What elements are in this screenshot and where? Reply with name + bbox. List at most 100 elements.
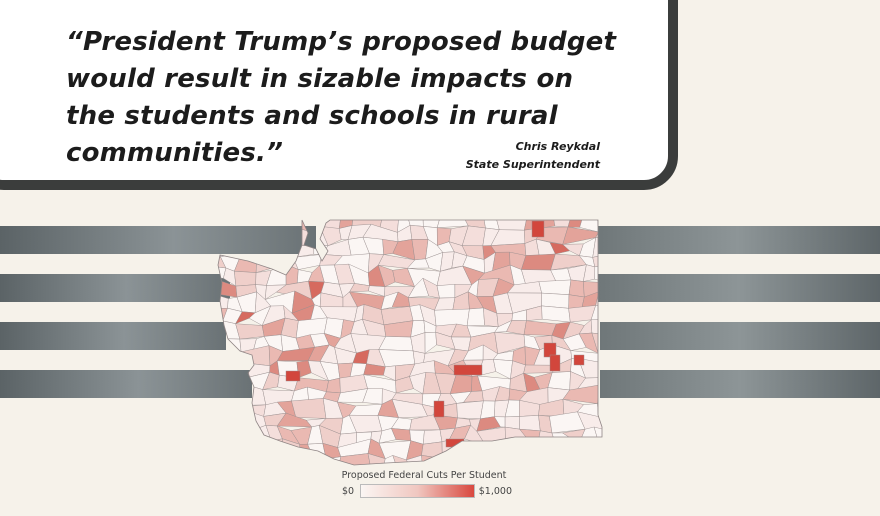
school-district[interactable]	[547, 438, 573, 462]
school-district[interactable]	[305, 454, 328, 470]
school-district[interactable]	[210, 318, 226, 340]
school-district[interactable]	[219, 226, 238, 242]
school-district[interactable]	[210, 359, 228, 379]
school-district[interactable]	[282, 459, 301, 470]
school-district[interactable]	[577, 453, 600, 470]
school-district[interactable]	[599, 360, 610, 379]
school-district[interactable]	[210, 265, 227, 279]
school-district[interactable]	[577, 439, 610, 462]
school-district[interactable]	[210, 404, 226, 414]
school-district-high[interactable]	[453, 364, 483, 376]
school-district[interactable]	[521, 253, 556, 271]
school-district[interactable]	[561, 428, 586, 447]
school-district[interactable]	[237, 361, 250, 378]
school-district[interactable]	[568, 279, 585, 298]
school-district[interactable]	[539, 455, 554, 470]
school-district-high[interactable]	[433, 400, 445, 418]
school-district[interactable]	[494, 443, 506, 455]
school-district[interactable]	[210, 376, 228, 393]
school-district[interactable]	[597, 403, 611, 420]
school-district-high[interactable]	[549, 354, 561, 372]
school-district[interactable]	[219, 237, 243, 258]
school-district[interactable]	[280, 242, 294, 258]
school-district[interactable]	[592, 237, 610, 258]
school-district[interactable]	[268, 238, 285, 260]
school-district[interactable]	[221, 370, 242, 392]
school-district[interactable]	[220, 349, 242, 363]
school-district[interactable]	[378, 349, 416, 368]
school-district[interactable]	[263, 226, 282, 244]
school-district[interactable]	[599, 377, 610, 395]
school-district[interactable]	[504, 439, 529, 462]
school-district[interactable]	[221, 412, 243, 433]
school-district[interactable]	[234, 237, 259, 260]
school-district[interactable]	[237, 384, 250, 408]
school-district[interactable]	[424, 331, 437, 354]
school-district[interactable]	[541, 292, 570, 309]
school-district[interactable]	[266, 438, 284, 461]
school-district[interactable]	[596, 454, 610, 471]
school-district[interactable]	[495, 215, 528, 231]
school-district[interactable]	[407, 215, 424, 227]
school-district[interactable]	[210, 240, 221, 260]
school-district[interactable]	[594, 263, 610, 284]
school-district-high[interactable]	[531, 220, 545, 238]
school-district[interactable]	[412, 350, 426, 365]
school-district[interactable]	[461, 458, 482, 470]
school-district[interactable]	[265, 459, 287, 470]
school-district[interactable]	[210, 438, 225, 460]
school-district[interactable]	[220, 452, 257, 470]
school-district[interactable]	[236, 411, 258, 429]
school-district[interactable]	[490, 453, 511, 470]
school-district[interactable]	[597, 384, 611, 408]
school-district[interactable]	[234, 270, 257, 287]
school-district[interactable]	[280, 226, 301, 247]
school-district[interactable]	[436, 215, 469, 228]
school-district[interactable]	[434, 308, 470, 327]
school-district[interactable]	[233, 428, 258, 445]
school-district[interactable]	[255, 254, 287, 273]
school-district[interactable]	[248, 438, 272, 462]
school-district[interactable]	[563, 438, 579, 462]
school-district[interactable]	[476, 453, 495, 470]
school-district[interactable]	[313, 245, 329, 255]
school-district[interactable]	[493, 359, 513, 380]
school-district[interactable]	[292, 454, 313, 470]
school-district[interactable]	[221, 406, 244, 415]
school-district[interactable]	[596, 215, 610, 233]
school-district[interactable]	[210, 330, 226, 351]
school-district-high[interactable]	[285, 370, 301, 382]
school-district[interactable]	[210, 456, 225, 470]
school-district[interactable]	[337, 453, 372, 471]
school-district[interactable]	[519, 415, 541, 432]
school-district[interactable]	[234, 438, 258, 455]
school-district[interactable]	[456, 400, 484, 420]
school-district[interactable]	[210, 431, 227, 446]
school-district[interactable]	[220, 359, 242, 379]
school-district[interactable]	[210, 390, 226, 407]
school-district[interactable]	[256, 238, 273, 260]
school-district[interactable]	[541, 305, 571, 323]
school-district[interactable]	[568, 294, 585, 309]
school-district[interactable]	[466, 307, 485, 327]
school-district[interactable]	[236, 404, 267, 417]
school-district[interactable]	[523, 320, 557, 336]
school-district[interactable]	[522, 457, 542, 470]
school-district[interactable]	[454, 452, 470, 470]
school-district[interactable]	[295, 215, 313, 233]
school-district[interactable]	[221, 384, 243, 408]
school-district[interactable]	[248, 452, 267, 470]
school-district[interactable]	[218, 215, 244, 233]
school-district[interactable]	[210, 228, 229, 246]
school-district[interactable]	[383, 365, 396, 381]
school-district[interactable]	[250, 215, 265, 228]
school-district[interactable]	[221, 428, 243, 445]
school-district[interactable]	[236, 215, 257, 228]
school-district[interactable]	[597, 349, 610, 363]
school-district[interactable]	[237, 371, 250, 386]
school-district-high[interactable]	[573, 354, 585, 366]
school-district[interactable]	[280, 215, 301, 230]
school-district[interactable]	[504, 453, 525, 470]
school-district[interactable]	[483, 215, 500, 230]
school-district[interactable]	[523, 439, 556, 462]
